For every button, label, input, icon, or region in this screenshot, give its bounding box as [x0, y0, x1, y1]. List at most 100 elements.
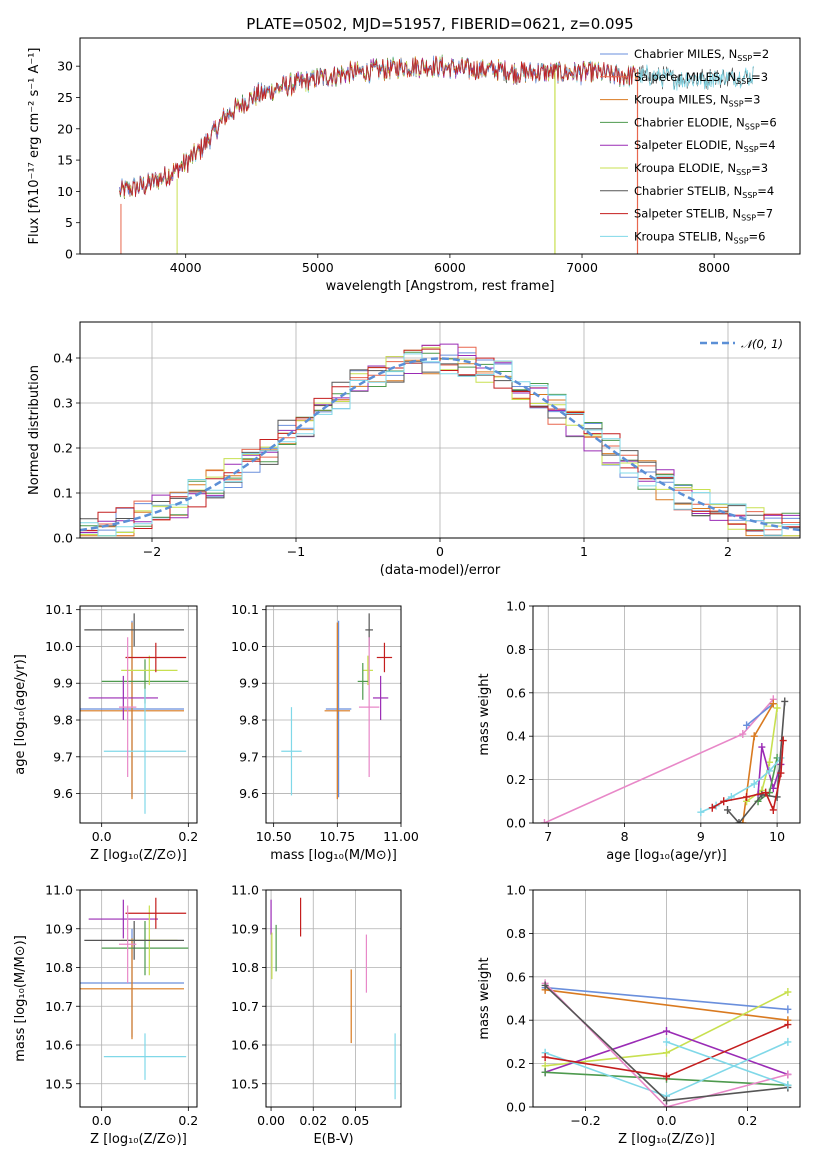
mass_vs_z-point: [103, 1033, 187, 1080]
spectrum-ytick-label: 25: [57, 90, 73, 105]
weight_vs_age-xtick-label: 7: [544, 829, 552, 844]
mass_vs_ebv-plot: [270, 897, 396, 1100]
age_vs_z-ytick-label: 10.1: [45, 602, 73, 617]
age_vs_mass-ytick-label: 9.8: [239, 713, 259, 728]
weight_vs_age-marker: [769, 805, 777, 814]
mass_vs_ebv-xtick-label: 0.00: [257, 1113, 285, 1128]
legend-entry: Kroupa STELIB, NSSP=6: [634, 229, 765, 245]
residuals-ytick-label: 0.4: [53, 351, 73, 366]
weight_vs_z-marker: [663, 1096, 670, 1105]
age_vs_mass-point: [372, 675, 389, 721]
legend-entry: Salpeter ELODIE, NSSP=4: [634, 138, 776, 154]
legend-entry: Chabrier MILES, NSSP=2: [634, 47, 769, 63]
age_vs_z-ytick-label: 9.6: [53, 786, 73, 801]
weight_vs_age-marker: [743, 721, 751, 730]
residuals-xtick-label: 2: [724, 544, 732, 559]
weight_vs_age-ytick-label: 0.4: [506, 729, 526, 744]
legend-entry: Salpeter STELIB, NSSP=7: [634, 207, 773, 223]
residuals-ytick-label: 0.0: [53, 531, 73, 546]
spectrum-legend: Chabrier MILES, NSSP=2 Salpeter MILES, NS…: [600, 47, 777, 245]
spectrum-ylabel: Flux [fλ10⁻¹⁷ erg cm⁻² s⁻¹ A⁻¹]: [27, 48, 42, 245]
weight_vs_z-series: [666, 1041, 789, 1087]
weight_vs_z-marker: [663, 1048, 670, 1057]
mass_vs_z-point: [101, 921, 189, 976]
weight_vs_age-marker: [724, 805, 732, 814]
weight_vs_age-marker: [735, 819, 743, 823]
weight_vs_z-marker: [663, 1037, 670, 1046]
weight_vs_z-marker: [784, 1037, 792, 1046]
age_vs_mass-xtick-label: 10.75: [319, 829, 355, 844]
residuals-xlabel: (data-model)/error: [380, 563, 501, 578]
weight_vs_z-xtick-label: −0.2: [570, 1113, 600, 1128]
age_vs_z-ylabel: age [log₁₀(age/yr)]: [13, 654, 28, 775]
spectrum-plot: [119, 54, 755, 254]
residuals-xtick-label: −1: [287, 544, 305, 559]
mass_vs_z-ytick-label: 10.6: [45, 1038, 73, 1053]
weight_vs_z-ytick-label: 0.6: [506, 969, 526, 984]
gaussian-curve: [80, 357, 800, 532]
age_vs_z-ytick-label: 9.9: [53, 676, 73, 691]
mass_vs_ebv-xtick-label: 0.05: [342, 1113, 370, 1128]
mass_vs_ebv-ytick-label: 10.6: [231, 1038, 259, 1053]
weight_vs_z-xlabel: Z [log₁₀(Z/Z⊙)]: [618, 1132, 715, 1147]
age_vs_z-point: [119, 637, 137, 778]
age_vs_mass-ytick-label: 10.1: [231, 602, 259, 617]
weight_vs_age-series: [757, 746, 782, 795]
age_vs_mass-ytick-label: 10.0: [231, 639, 259, 654]
figure-title: PLATE=0502, MJD=51957, FIBERID=0621, z=0…: [246, 15, 633, 33]
mass_vs_z-axes: 0.0 0.2 10.5 10.6 10.7 10.8 10.9 11.0 Z [log₁₀(Z…: [13, 883, 198, 1148]
spectrum-axes: 4000 5000 6000 7000 8000 0 5 10 15 20 25 30 waveleng…: [27, 37, 801, 294]
legend-entry: Salpeter MILES, NSSP=3: [634, 70, 768, 86]
weight_vs_age-series: [544, 698, 774, 823]
age_vs_z-xlabel: Z [log₁₀(Z/Z⊙)]: [90, 848, 187, 863]
weight_vs_age-plot: [540, 695, 789, 823]
weight_vs_z-ytick-label: 0.8: [506, 926, 526, 941]
age_vs_mass-ytick-label: 9.9: [239, 676, 259, 691]
weight_vs_age-marker: [779, 736, 787, 745]
age_vs_z-ytick-label: 10.0: [45, 639, 73, 654]
legend-entry: Chabrier ELODIE, NSSP=6: [634, 115, 777, 131]
weight_vs_z-ylabel: mass weight: [477, 957, 492, 1039]
weight_vs_age-ytick-label: 0.0: [506, 816, 526, 831]
mass_vs_z-xtick-label: 0.0: [92, 1113, 112, 1128]
weight_vs_age-series: [746, 702, 774, 727]
weight_vs_z-marker: [541, 1068, 549, 1077]
mass_vs_z-ytick-label: 10.5: [45, 1076, 73, 1091]
weight_vs_age-ylabel: mass weight: [477, 673, 492, 755]
weight_vs_z-series: [545, 986, 788, 1011]
age_vs_z-ytick-label: 9.8: [53, 713, 73, 728]
weight_vs_z-ytick-label: 0.0: [506, 1100, 526, 1115]
age_vs_z-point: [84, 613, 184, 647]
mass_vs_z-point: [125, 897, 187, 929]
age_vs_mass-point: [281, 707, 302, 796]
weight_vs_z-marker: [663, 1027, 670, 1036]
residuals-frame: [79, 321, 801, 539]
weight_vs_age-marker: [762, 788, 770, 797]
age_vs_z-xtick-label: 0.0: [92, 829, 112, 844]
weight_vs_age-xlabel: age [log₁₀(age/yr)]: [606, 848, 727, 863]
spectrum-ytick-label: 0: [65, 247, 73, 262]
age_vs_mass-point: [362, 655, 373, 686]
mass_vs_ebv-axes: 0.00 0.02 0.05 10.5 10.6 10.7 10.8 10.9 11.0 E(B-…: [231, 883, 402, 1147]
age_vs_mass-xtick-label: 10.50: [256, 829, 292, 844]
weight_vs_z-marker: [663, 1072, 670, 1081]
weight_vs_age-marker: [540, 819, 548, 823]
mass_vs_z-xlabel: Z [log₁₀(Z/Z⊙)]: [90, 1132, 187, 1147]
weight_vs_age-axes: 7 8 9 10 0.0 0.2 0.4 0.6 0.8 1.0 age [log₁₀(age/yr…: [477, 599, 801, 863]
mass_vs_z-ytick-label: 10.9: [45, 921, 73, 936]
mass_vs_z-point: [88, 899, 158, 939]
weight_vs_age-ytick-label: 0.8: [506, 642, 526, 657]
weight_vs_age-marker: [743, 792, 751, 801]
age_vs_z-ytick-label: 9.7: [53, 749, 73, 764]
weight_vs_z-frame: [532, 889, 801, 1108]
spectrum-ytick-label: 15: [57, 153, 73, 168]
residuals-ylabel: Normed distribution: [27, 365, 42, 495]
legend-entry: Kroupa ELODIE, NSSP=3: [634, 161, 768, 177]
weight_vs_age-marker: [739, 730, 747, 739]
mass_vs_z-ylabel: mass [log₁₀(M/M⊙)]: [13, 935, 28, 1062]
weight_vs_age-marker: [739, 819, 747, 823]
weight_vs_z-plot: [541, 979, 792, 1107]
weight_vs_z-marker: [784, 1070, 792, 1079]
age_vs_z-point: [103, 688, 187, 814]
legend-entry: Kroupa MILES, NSSP=3: [634, 93, 760, 109]
